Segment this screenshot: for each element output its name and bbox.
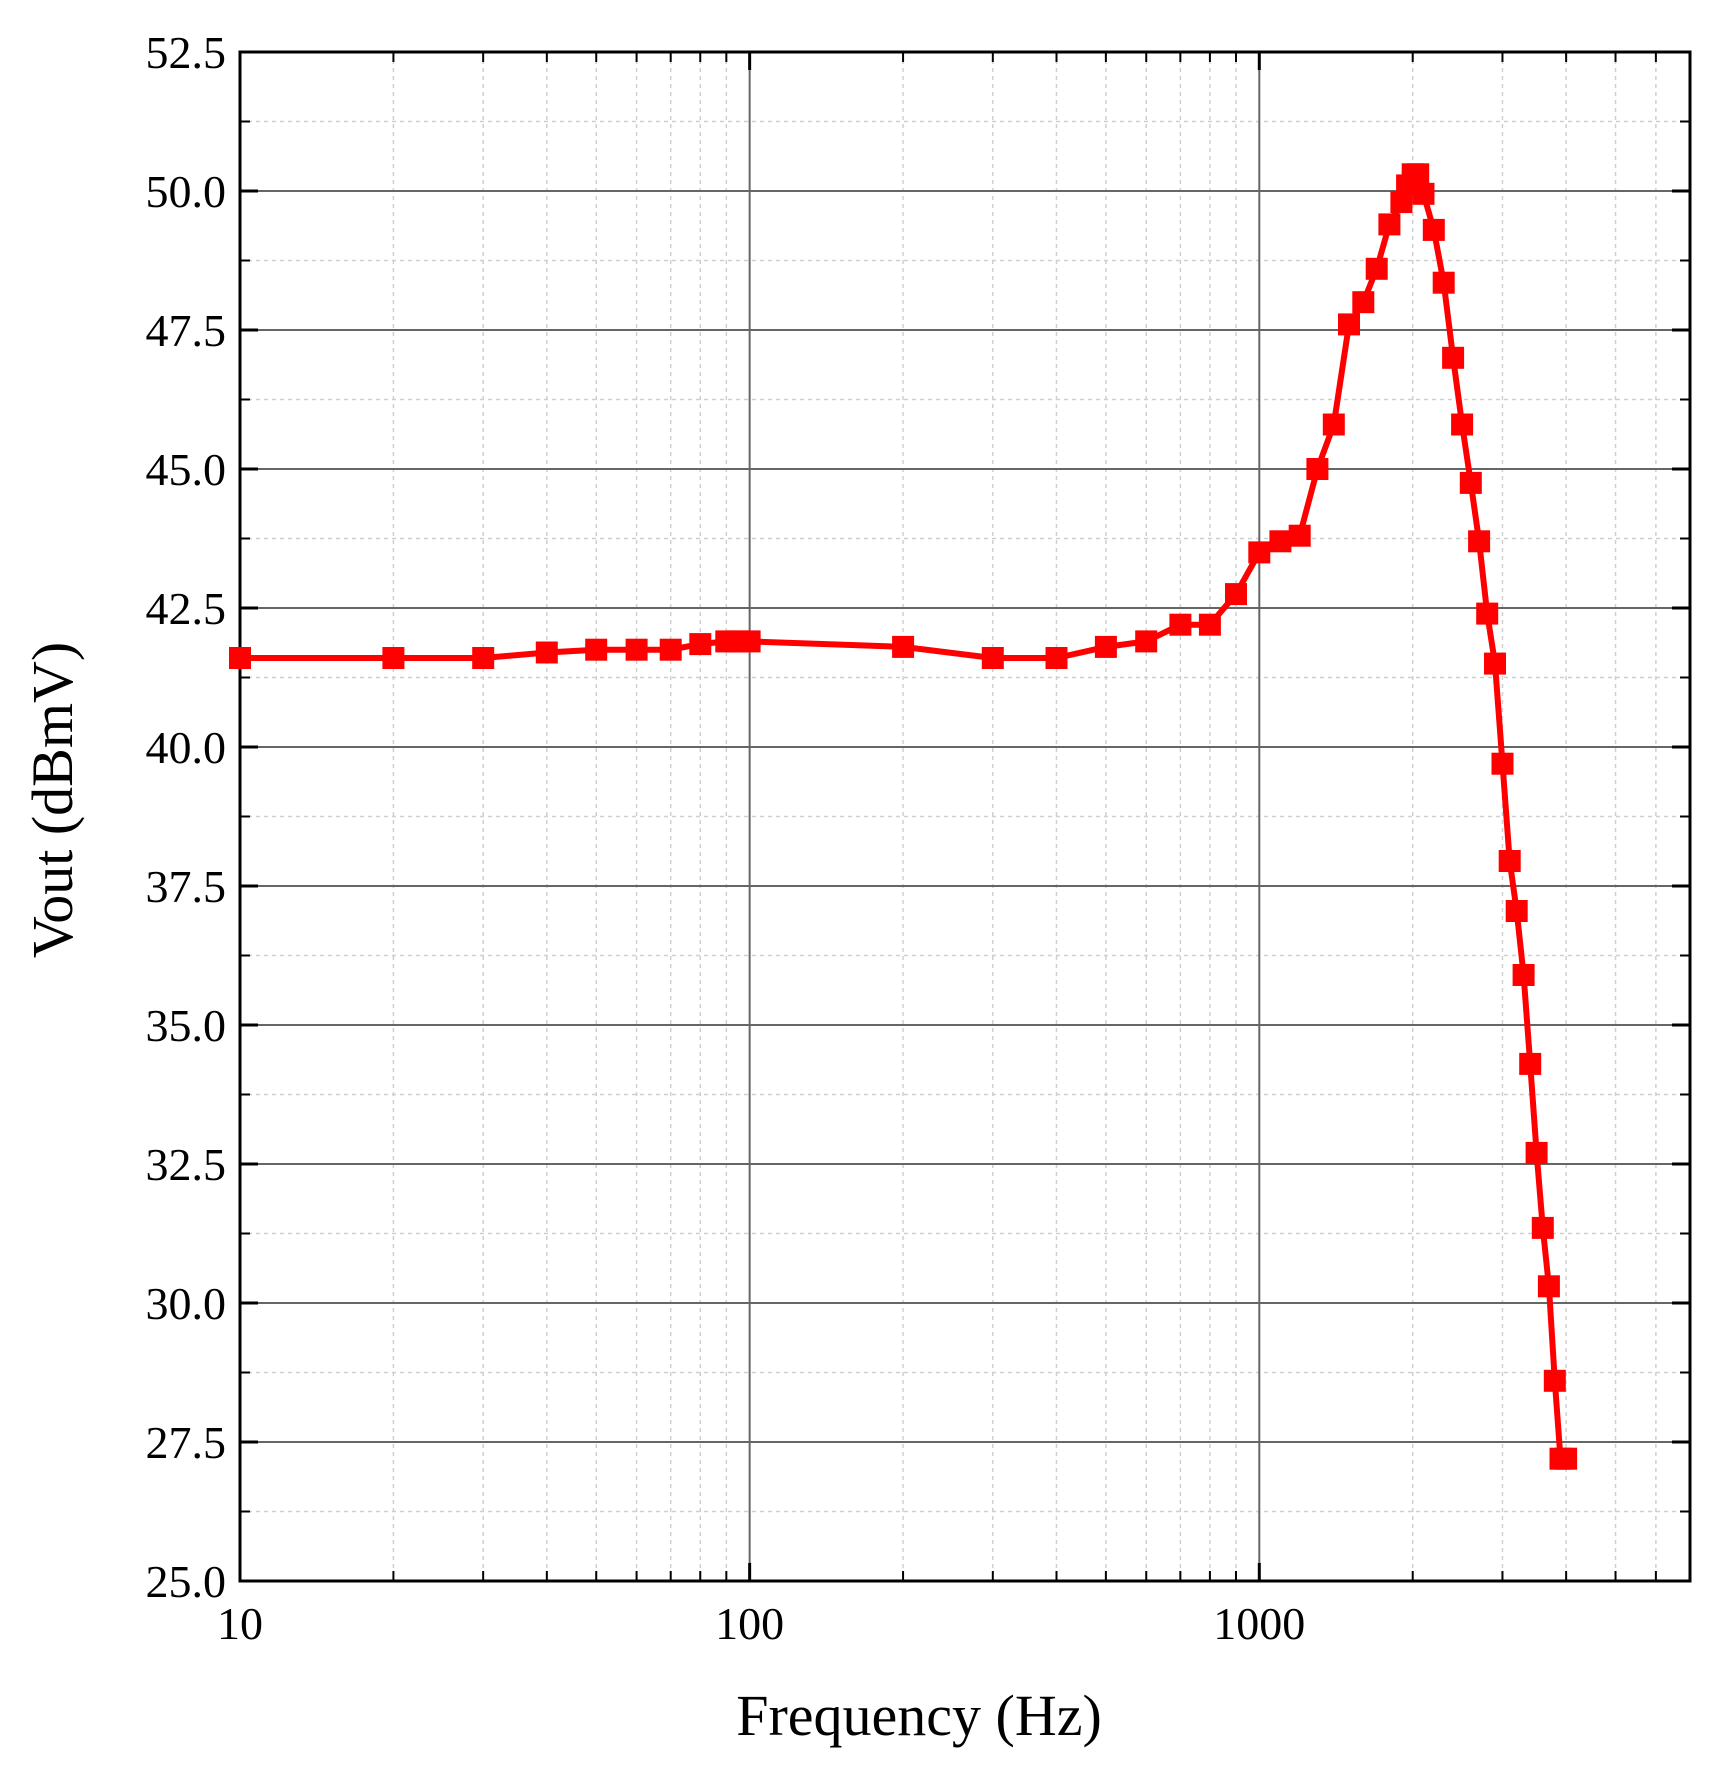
data-point-marker	[382, 647, 405, 669]
major-grid	[240, 52, 1690, 1581]
data-point-marker	[1505, 900, 1528, 922]
data-point-marker	[1519, 1052, 1542, 1075]
data-point-marker	[1390, 191, 1413, 214]
data-point-marker	[1476, 602, 1499, 625]
data-point-marker	[1378, 213, 1401, 236]
data-point-marker	[1491, 752, 1514, 775]
x-tick-labels: 10 100 1000	[217, 1598, 1305, 1649]
data-point-marker	[1045, 647, 1068, 669]
y-axis-title: Vout (dBmV)	[20, 642, 85, 958]
y-tick-label: 27.5	[146, 1417, 227, 1468]
data-point-marker	[1484, 652, 1506, 675]
data-point-marker	[1169, 613, 1192, 636]
data-point-marker	[585, 638, 608, 661]
data-point-marker	[1094, 635, 1117, 658]
data-point-marker	[1525, 1141, 1548, 1164]
data-point-marker	[535, 641, 558, 664]
series-layer	[229, 163, 1578, 1470]
data-point-marker	[1322, 413, 1345, 436]
data-point-marker	[1422, 218, 1445, 241]
x-tick-label: 100	[715, 1598, 784, 1649]
x-tick-label: 1000	[1213, 1598, 1305, 1649]
data-point-marker	[1512, 964, 1535, 986]
y-tick-label: 52.5	[146, 27, 227, 78]
y-tick-label: 35.0	[146, 1000, 227, 1051]
data-point-marker	[625, 638, 648, 661]
data-point-marker	[1225, 583, 1247, 606]
data-point-marker	[1306, 458, 1329, 480]
y-tick-label: 45.0	[146, 444, 227, 495]
data-point-marker	[659, 638, 682, 661]
data-point-marker	[689, 633, 712, 656]
y-tick-label: 37.5	[146, 861, 227, 912]
axis-ticks	[238, 50, 1690, 1583]
data-point-marker	[1352, 291, 1375, 314]
y-tick-label: 30.0	[146, 1278, 227, 1329]
y-tick-label: 47.5	[146, 305, 227, 356]
data-point-marker	[1498, 850, 1521, 872]
data-point-marker	[1365, 257, 1388, 280]
data-point-marker	[1269, 530, 1292, 553]
y-tick-label: 40.0	[146, 722, 227, 773]
data-point-marker	[1407, 163, 1430, 186]
data-point-marker	[1543, 1369, 1566, 1392]
data-point-marker	[1412, 182, 1435, 205]
y-tick-label: 42.5	[146, 583, 227, 634]
data-point-marker	[1135, 630, 1158, 653]
y-tick-labels: 25.0 27.5 30.0 32.5 35.0 37.5 40.0 42.5 45.0 47.5…	[146, 27, 227, 1607]
data-point-marker	[1338, 313, 1360, 336]
data-point-marker	[1531, 1216, 1554, 1239]
data-point-marker	[1459, 471, 1482, 494]
data-point-marker	[1537, 1275, 1560, 1298]
x-axis-title: Frequency (Hz)	[736, 1683, 1102, 1748]
data-point-marker	[1468, 530, 1491, 553]
data-point-marker	[1248, 541, 1271, 564]
minor-grid	[240, 52, 1690, 1581]
x-tick-label: 10	[217, 1598, 263, 1649]
data-point-marker	[472, 647, 495, 669]
data-point-marker	[981, 647, 1004, 669]
y-tick-label: 50.0	[146, 166, 227, 217]
data-point-marker	[1432, 271, 1455, 294]
y-tick-label: 25.0	[146, 1556, 227, 1607]
data-point-marker	[1198, 613, 1221, 636]
data-point-marker	[1442, 346, 1465, 369]
y-tick-label: 32.5	[146, 1139, 227, 1190]
data-point-marker	[892, 635, 915, 658]
data-point-marker	[1288, 524, 1311, 547]
data-point-marker	[1451, 413, 1474, 436]
data-point-marker	[738, 630, 761, 653]
data-point-marker	[1555, 1447, 1578, 1470]
data-point-marker	[229, 647, 251, 669]
